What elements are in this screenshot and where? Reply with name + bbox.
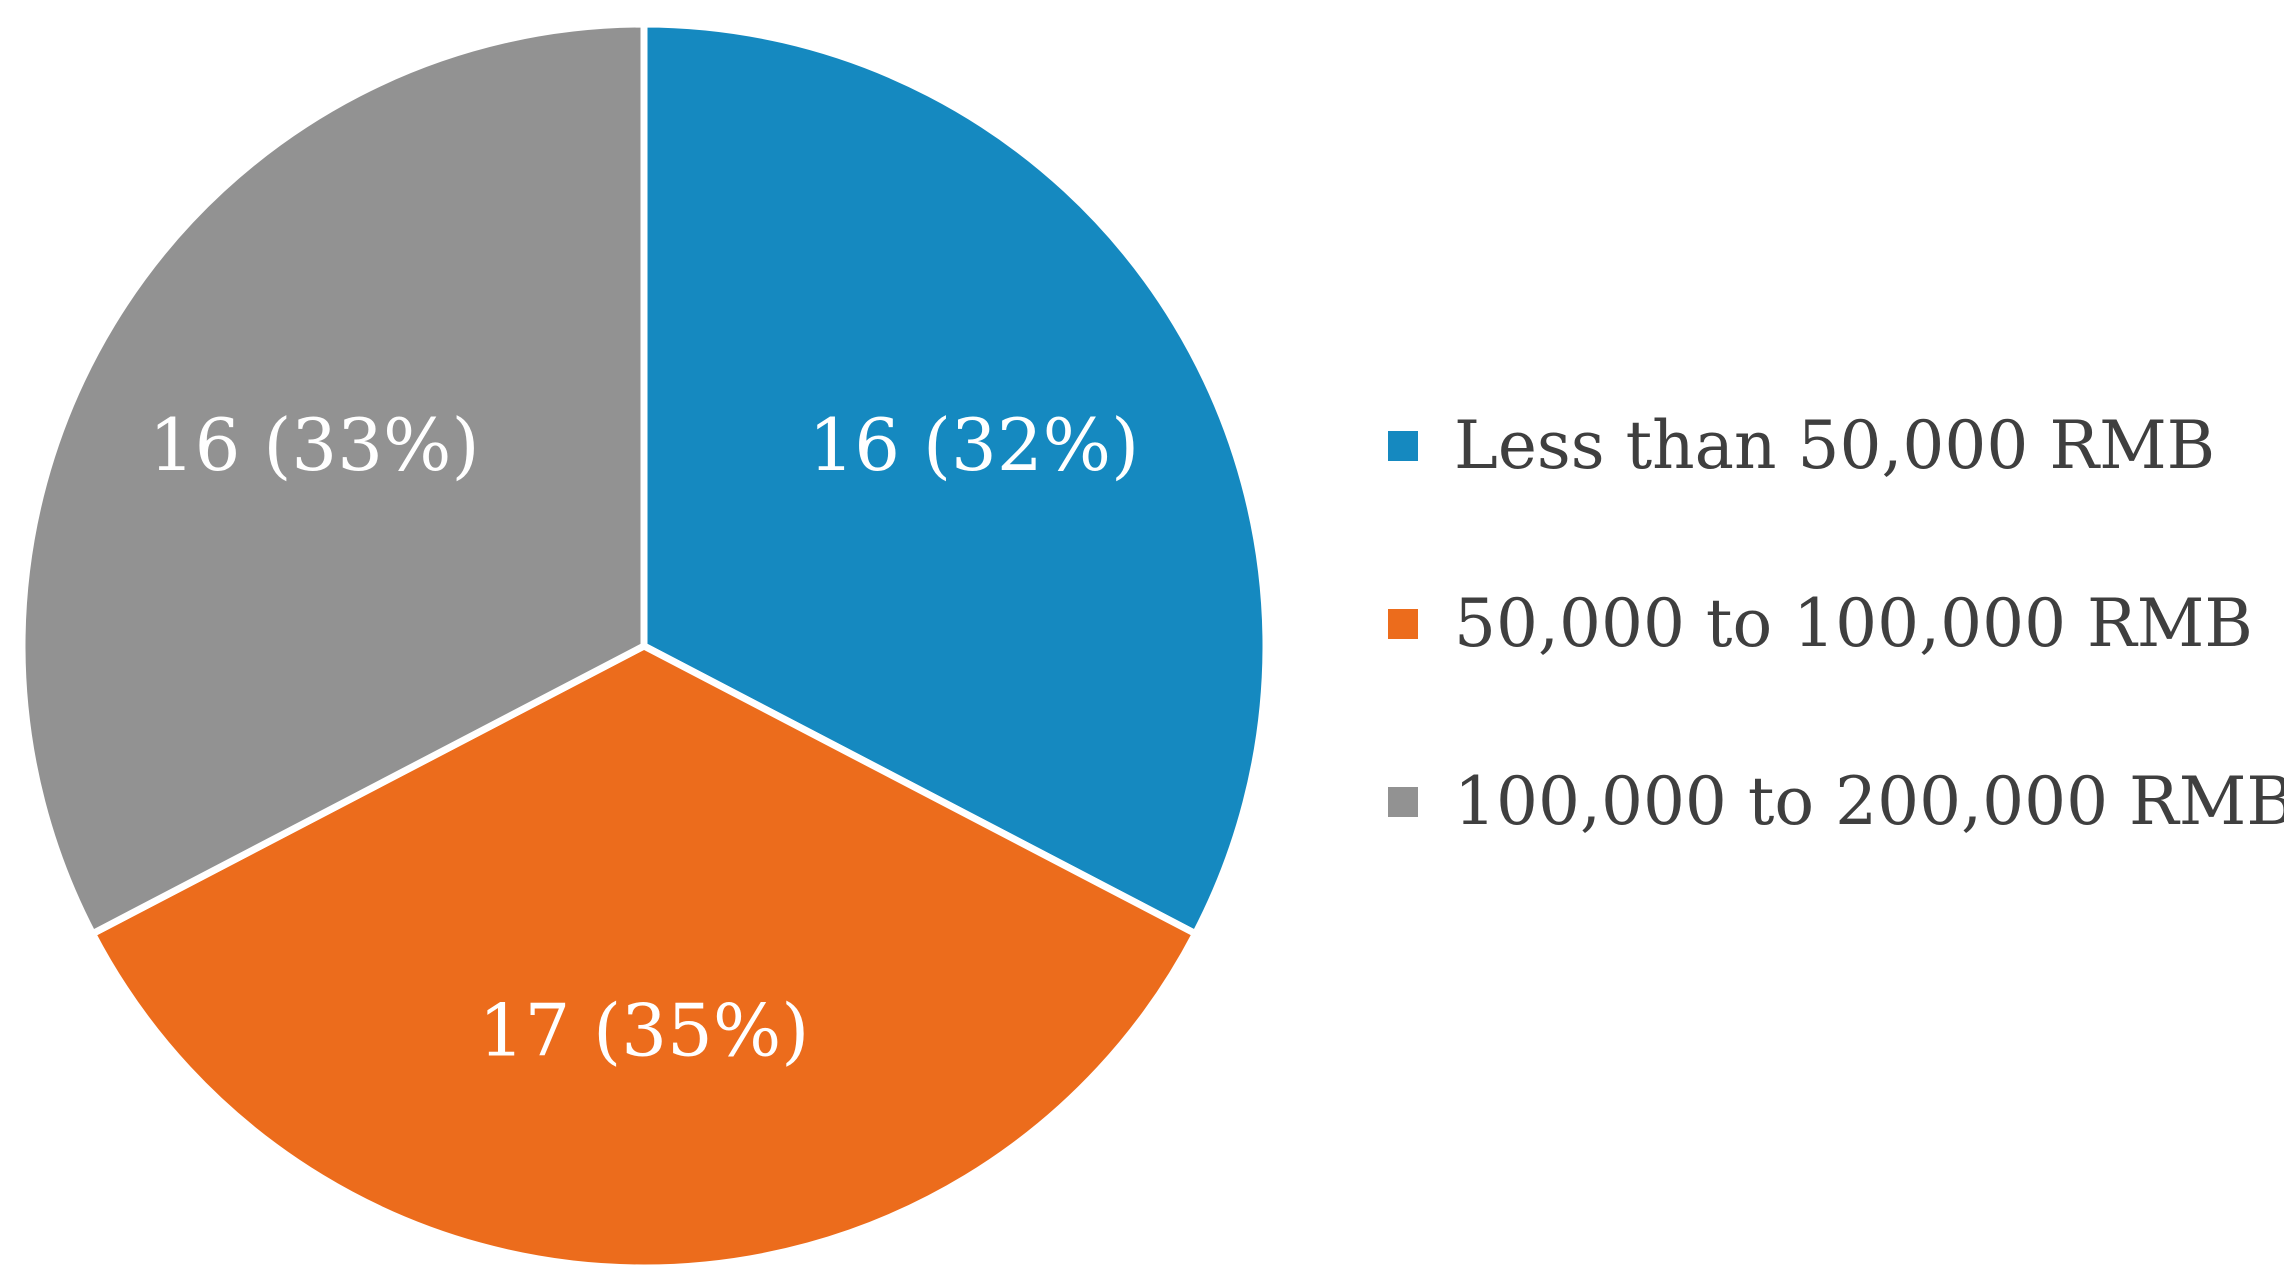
legend-swatch-50-000-to-100-000-rmb <box>1388 609 1418 639</box>
data-label-50-000-to-100-000-rmb: 17 (35%) <box>479 989 810 1073</box>
pie-data-labels: 16 (32%) 17 (35%) 16 (33%) <box>149 403 1139 1073</box>
data-label-100-000-to-200-000-rmb: 16 (33%) <box>149 403 480 487</box>
legend-item-100-000-to-200-000-rmb: 100,000 to 200,000 RMB <box>1388 763 2284 840</box>
pie-slice-50-000-to-100-000-rmb <box>87 642 1201 1272</box>
legend-swatch-100-000-to-200-000-rmb <box>1388 787 1418 817</box>
legend-label-less-than-50-000-rmb: Less than 50,000 RMB <box>1454 407 2215 484</box>
legend-label-100-000-to-200-000-rmb: 100,000 to 200,000 RMB <box>1454 763 2284 840</box>
pie-slices <box>18 20 1270 1272</box>
legend-swatch-less-than-50-000-rmb <box>1388 431 1418 461</box>
legend-label-50-000-to-100-000-rmb: 50,000 to 100,000 RMB <box>1454 585 2253 662</box>
chart-legend: Less than 50,000 RMB 50,000 to 100,000 RM… <box>1388 407 2284 840</box>
pie-slice-100-000-to-200-000-rmb <box>18 20 648 939</box>
legend-item-less-than-50-000-rmb: Less than 50,000 RMB <box>1388 407 2215 484</box>
legend-item-50-000-to-100-000-rmb: 50,000 to 100,000 RMB <box>1388 585 2253 662</box>
pie-slice-less-than-50-000-rmb <box>640 20 1270 939</box>
data-label-less-than-50-000-rmb: 16 (32%) <box>808 403 1139 487</box>
